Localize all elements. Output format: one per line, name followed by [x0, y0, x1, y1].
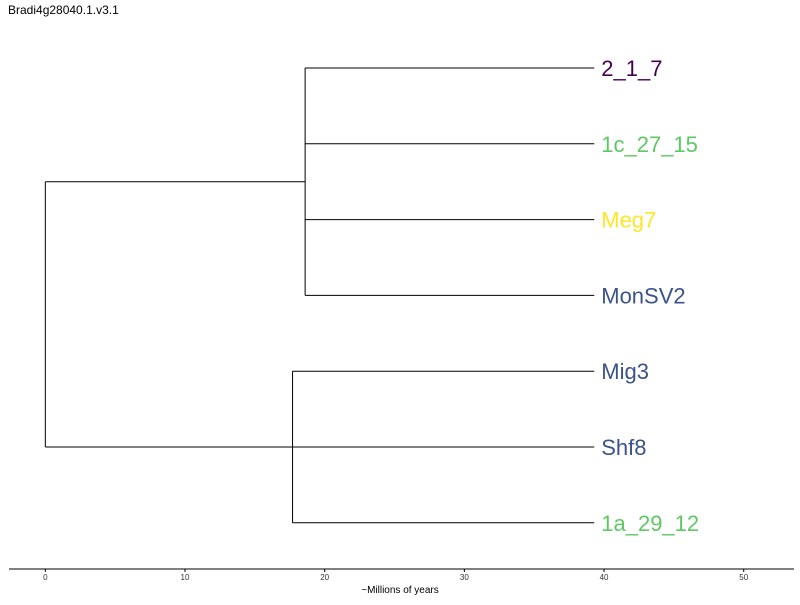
x-tick-label: 10	[181, 573, 190, 582]
leaf-label: Mig3	[601, 359, 649, 384]
x-axis: 0 10 20 30 40 50	[9, 568, 794, 582]
x-axis-label: ~Millions of years	[361, 585, 439, 596]
leaf-label: Shf8	[601, 435, 646, 460]
leaf-label: 1c_27_15	[601, 132, 698, 157]
x-tick-label: 50	[739, 573, 748, 582]
leaf-label: Meg7	[601, 208, 656, 233]
leaf-labels: 2_1_7 1c_27_15 Meg7 MonSV2 Mig3 Shf8 1a_29_12	[601, 56, 699, 536]
leaf-label: MonSV2	[601, 283, 685, 308]
x-tick-label: 20	[320, 573, 329, 582]
leaf-label: 2_1_7	[601, 56, 662, 81]
x-tick-label: 40	[600, 573, 609, 582]
chart-title: Bradi4g28040.1.v3.1	[8, 3, 119, 17]
tree-branches	[44, 67, 595, 524]
x-tick-label: 0	[43, 573, 48, 582]
x-tick-label: 30	[460, 573, 469, 582]
leaf-label: 1a_29_12	[601, 511, 699, 536]
